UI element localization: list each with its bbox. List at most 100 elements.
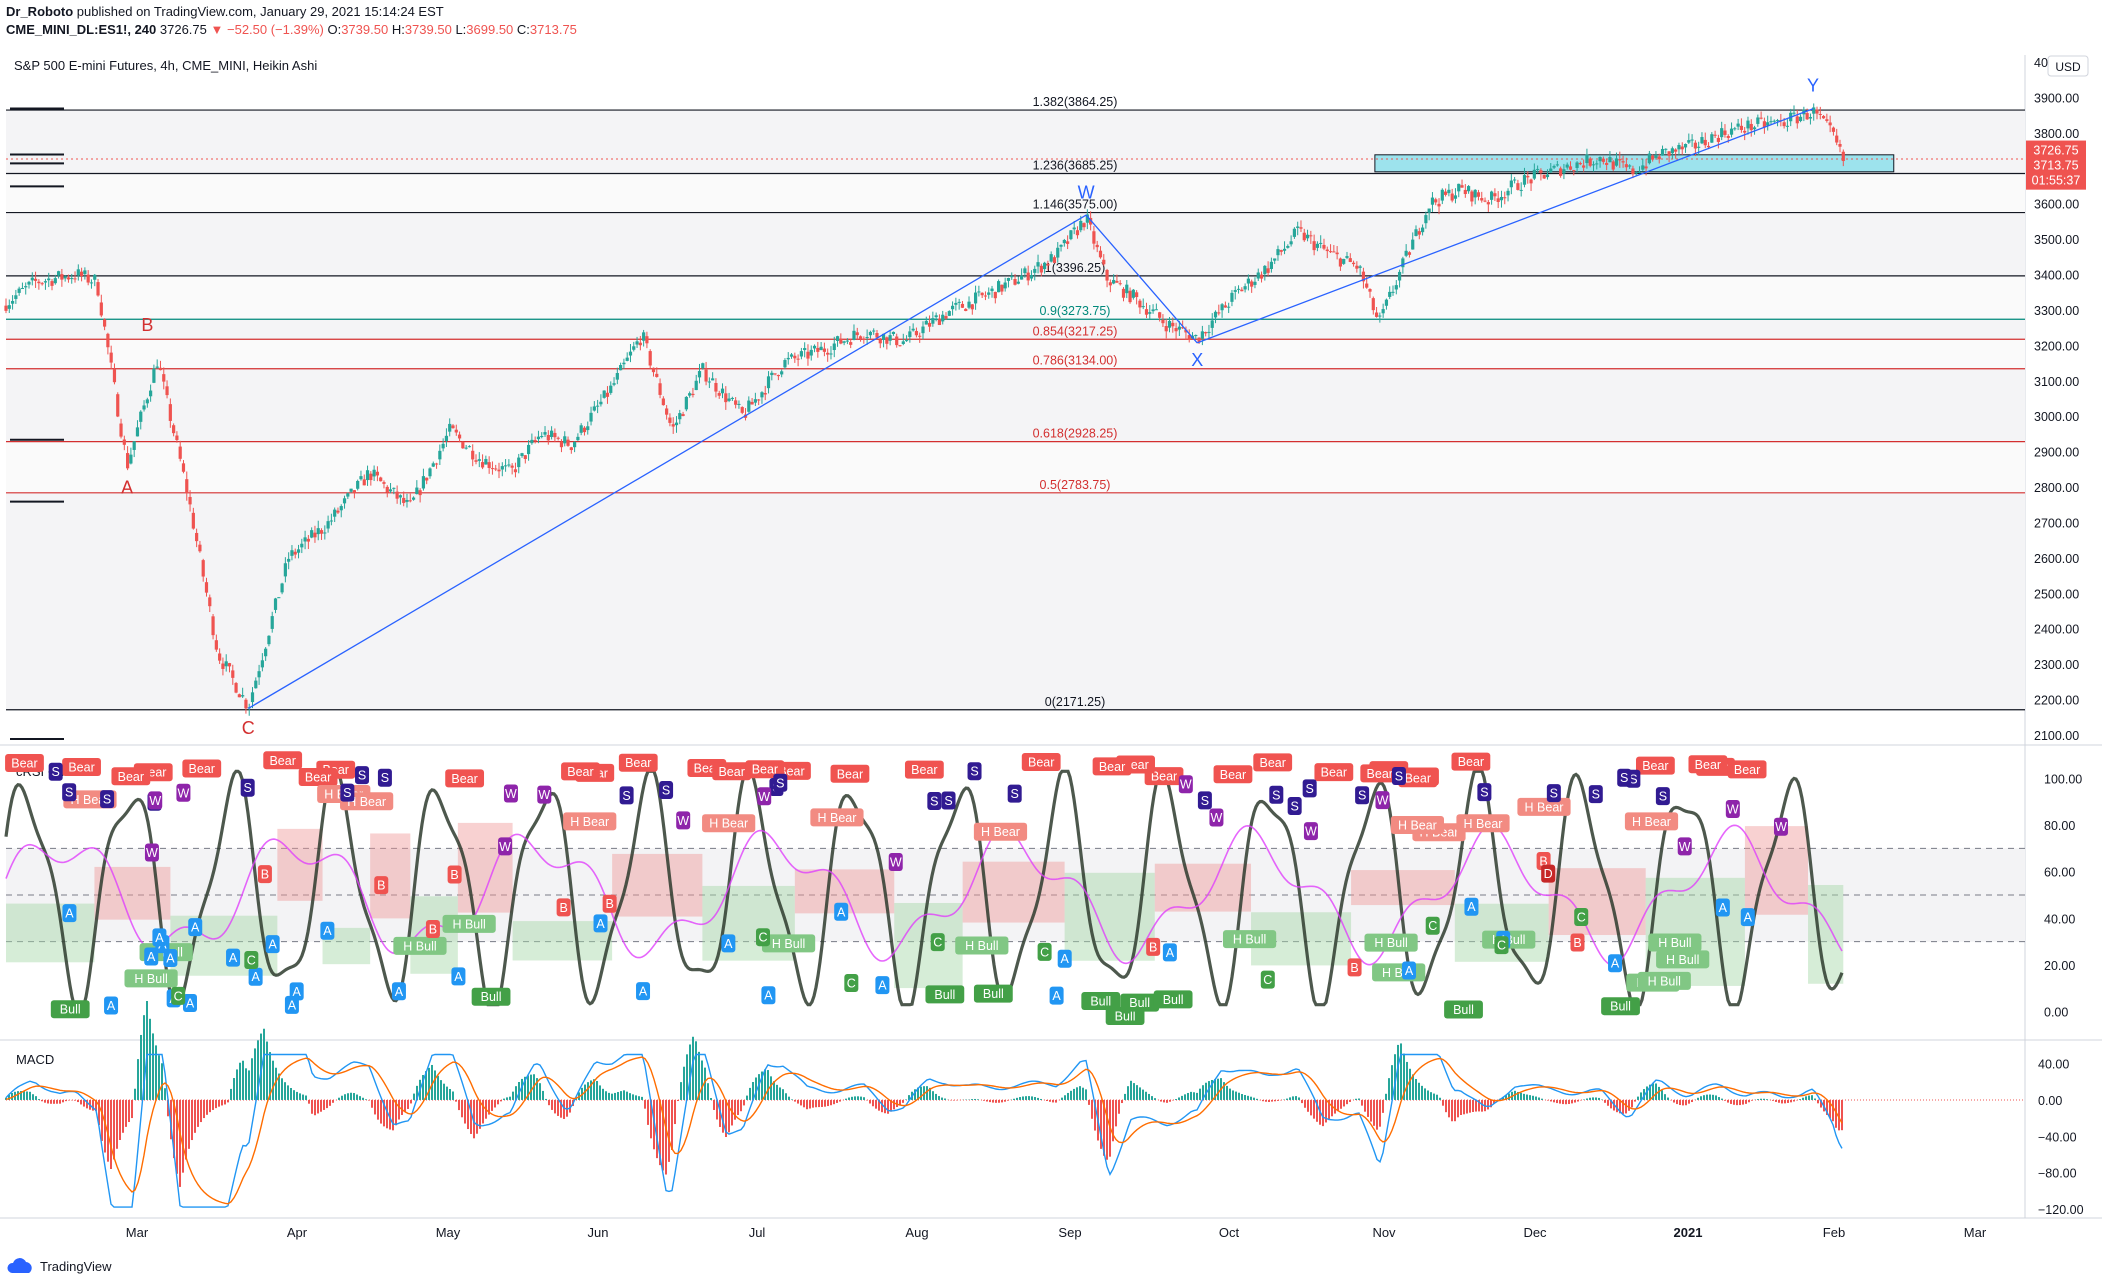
signal-label-text: B bbox=[1573, 936, 1581, 950]
candle-body bbox=[780, 371, 784, 375]
candle-body bbox=[1621, 161, 1625, 163]
candle-body bbox=[513, 469, 518, 473]
osc-channel-fill bbox=[1548, 868, 1646, 936]
time-tick-label: Feb bbox=[1823, 1225, 1845, 1240]
candle-body bbox=[1174, 328, 1178, 332]
candle-body bbox=[990, 288, 994, 292]
candle-body bbox=[1516, 183, 1520, 190]
signal-label-text: B bbox=[450, 868, 458, 882]
tradingview-logo[interactable]: TradingView bbox=[6, 1257, 112, 1275]
signal-label-bear bbox=[298, 768, 338, 787]
candle-body bbox=[1614, 158, 1619, 166]
candle-body bbox=[1154, 309, 1158, 311]
signal-label-text: W bbox=[178, 786, 190, 800]
time-tick-label: Jun bbox=[588, 1225, 609, 1240]
osc-tick-label: 100.00 bbox=[2044, 772, 2082, 786]
fib-band bbox=[6, 492, 2025, 710]
signal-label-text: Bull bbox=[983, 987, 1004, 1001]
candle-body bbox=[1598, 156, 1602, 162]
candle-body bbox=[1020, 275, 1024, 280]
candle-body bbox=[822, 348, 826, 352]
candle-body bbox=[1562, 169, 1566, 174]
candle-body bbox=[530, 439, 534, 444]
signal-label-w bbox=[148, 791, 163, 810]
candle-body bbox=[1167, 320, 1172, 328]
signal-label-s bbox=[1355, 786, 1370, 805]
signal-label-w bbox=[1773, 817, 1788, 836]
candle-body bbox=[1342, 258, 1346, 264]
candle-body bbox=[996, 281, 1001, 293]
author-name[interactable]: Dr_Roboto bbox=[6, 4, 74, 19]
signal-label-text: W bbox=[1180, 778, 1192, 792]
candle-body bbox=[1325, 249, 1329, 252]
candle-body bbox=[934, 315, 938, 318]
signal-label-s bbox=[62, 783, 77, 802]
open-value: 3739.50 bbox=[341, 22, 389, 37]
signal-label-w bbox=[1725, 799, 1740, 818]
signal-label-w bbox=[498, 837, 513, 856]
wave-label-c: C bbox=[242, 718, 255, 738]
signal-label-a bbox=[182, 993, 197, 1012]
candle-body bbox=[1572, 170, 1576, 172]
candle-body bbox=[734, 400, 738, 405]
candle-body bbox=[418, 490, 422, 496]
signal-label-text: B bbox=[1539, 855, 1547, 869]
candle-body bbox=[109, 352, 113, 363]
candle-body bbox=[760, 392, 764, 398]
candle-body bbox=[1841, 151, 1845, 162]
osc-tick-label: 20.00 bbox=[2044, 959, 2075, 973]
candle-body bbox=[1240, 289, 1244, 292]
candle-body bbox=[1194, 335, 1198, 337]
candle-body bbox=[1674, 149, 1678, 152]
candle-body bbox=[73, 278, 77, 280]
wave-trendline[interactable] bbox=[1196, 108, 1814, 344]
candle-body bbox=[573, 441, 577, 448]
candle-body bbox=[993, 291, 997, 299]
candle-body bbox=[1108, 282, 1112, 286]
candle-body bbox=[129, 454, 133, 464]
candle-body bbox=[885, 337, 889, 344]
candle-body bbox=[1542, 174, 1546, 179]
candle-body bbox=[921, 326, 925, 334]
candle-body bbox=[428, 468, 432, 477]
candle-body bbox=[1460, 185, 1464, 188]
candle-body bbox=[76, 269, 80, 276]
signal-label-bear bbox=[1213, 765, 1253, 784]
candle-body bbox=[1808, 117, 1813, 119]
price-tick-label: 2600.00 bbox=[2034, 552, 2079, 566]
wave-trendline[interactable] bbox=[247, 214, 1087, 709]
candle-body bbox=[50, 281, 54, 286]
signal-label-text: H Bull bbox=[134, 972, 167, 986]
signal-label-s bbox=[1391, 767, 1406, 786]
signal-label-text: A bbox=[764, 989, 773, 1003]
signal-label-bear bbox=[62, 757, 101, 776]
candle-body bbox=[1624, 164, 1628, 168]
candle-body bbox=[1595, 163, 1599, 165]
candle-body bbox=[1654, 154, 1658, 158]
candle-body bbox=[812, 345, 817, 349]
candle-body bbox=[1677, 145, 1681, 150]
price-tick-label: 2300.00 bbox=[2034, 658, 2079, 672]
candle-body bbox=[201, 560, 205, 577]
candle-body bbox=[405, 499, 409, 502]
signal-label-a bbox=[62, 904, 77, 923]
candle-body bbox=[750, 401, 754, 405]
candle-body bbox=[1582, 165, 1586, 168]
candle-body bbox=[579, 425, 583, 433]
candle-body bbox=[556, 437, 560, 439]
wave-trendline[interactable] bbox=[1085, 214, 1198, 344]
signal-label-text: Bear bbox=[1151, 770, 1177, 784]
candle-body bbox=[1305, 234, 1310, 239]
candle-body bbox=[1148, 312, 1152, 314]
signal-label-text: S bbox=[343, 786, 351, 800]
candle-body bbox=[691, 393, 695, 396]
currency-button[interactable] bbox=[2047, 55, 2089, 77]
candle-body bbox=[1207, 331, 1211, 333]
candle-body bbox=[1187, 335, 1191, 341]
candle-body bbox=[1490, 191, 1494, 200]
price-tick-label: 2200.00 bbox=[2034, 694, 2079, 708]
signal-label-text: Bear bbox=[837, 767, 863, 781]
signal-label-c bbox=[844, 974, 859, 993]
signal-label-s bbox=[340, 783, 355, 802]
